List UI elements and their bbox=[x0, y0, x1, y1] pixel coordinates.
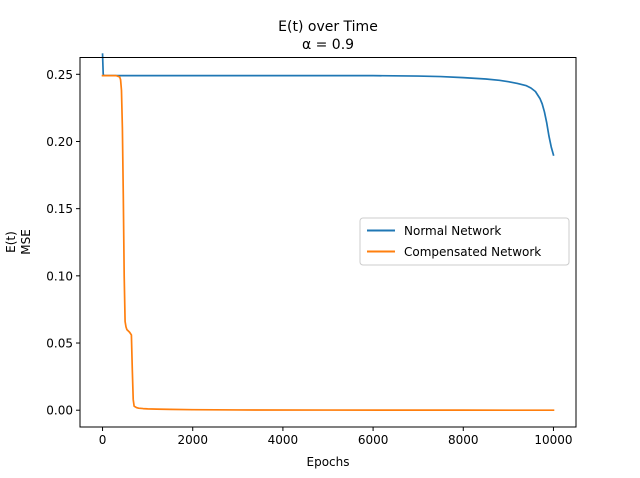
legend-label-normal-network: Normal Network bbox=[404, 224, 501, 238]
y-tick-label: 0.00 bbox=[46, 404, 73, 418]
y-axis-label-line2: MSE bbox=[19, 229, 33, 255]
x-tick-label: 0 bbox=[99, 433, 107, 447]
y-axis-ticks: 0.00 0.05 0.10 0.15 0.20 0.25 bbox=[46, 68, 80, 418]
y-tick-label: 0.25 bbox=[46, 68, 73, 82]
legend-label-compensated-network: Compensated Network bbox=[404, 245, 541, 259]
y-tick-label: 0.15 bbox=[46, 202, 73, 216]
legend-box bbox=[359, 217, 570, 266]
x-tick-label: 10000 bbox=[534, 433, 572, 447]
plot-area bbox=[79, 53, 577, 428]
x-axis-ticks: 0 2000 4000 6000 8000 10000 bbox=[99, 427, 573, 447]
x-axis-label: Epochs bbox=[307, 455, 350, 469]
series-line-normal-network bbox=[101, 53, 555, 156]
x-tick-label: 2000 bbox=[177, 433, 208, 447]
series-line-compensated-network bbox=[101, 74, 555, 412]
chart-title: E(t) over Time bbox=[278, 19, 378, 35]
series-layer bbox=[101, 53, 555, 412]
axes-frame bbox=[79, 57, 577, 428]
y-tick-label: 0.10 bbox=[46, 269, 73, 283]
chart-subtitle: α = 0.9 bbox=[302, 37, 354, 53]
x-tick-label: 6000 bbox=[358, 433, 389, 447]
y-tick-label: 0.20 bbox=[46, 135, 73, 149]
legend: Normal Network Compensated Network bbox=[359, 217, 570, 266]
x-tick-label: 4000 bbox=[268, 433, 299, 447]
y-axis-label-line1: E(t) bbox=[4, 231, 18, 253]
x-tick-label: 8000 bbox=[448, 433, 479, 447]
y-tick-label: 0.05 bbox=[46, 337, 73, 351]
